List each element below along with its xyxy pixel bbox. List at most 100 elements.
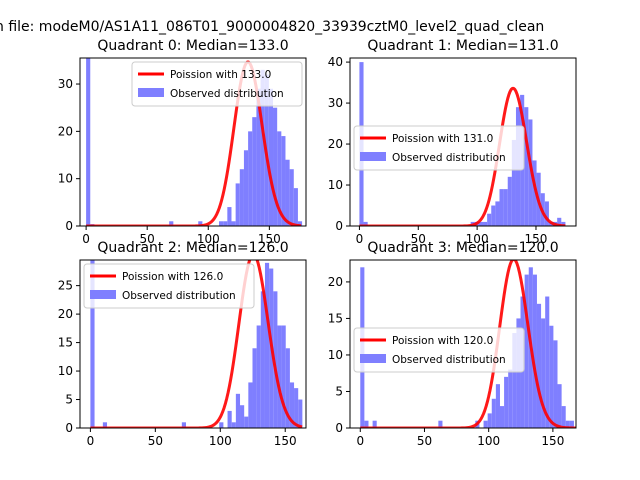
x-tick-label: 50 bbox=[411, 232, 426, 246]
histogram-bar bbox=[289, 382, 295, 428]
histogram-bar bbox=[235, 183, 240, 226]
histogram-bar bbox=[277, 325, 282, 428]
histogram-bar bbox=[219, 422, 224, 428]
histogram-bar bbox=[102, 422, 108, 428]
histogram-bar bbox=[285, 348, 290, 428]
subplot-title: Quadrant 2: Median=126.0 bbox=[97, 240, 288, 256]
subplot-quadrant-0: 0 50 100 150 0 10 20 30 Quadrant 0: Median=133.0… bbox=[58, 38, 307, 246]
histogram-bar bbox=[557, 384, 562, 428]
x-tick-label: 100 bbox=[477, 434, 500, 448]
y-tick-label: 15 bbox=[58, 336, 73, 350]
y-tick-label: 0 bbox=[65, 421, 73, 435]
x-tick-label: 0 bbox=[356, 434, 364, 448]
legend-label-poisson: Poission with 126.0 bbox=[122, 271, 223, 283]
legend-box bbox=[131, 61, 303, 107]
histogram-bar bbox=[273, 291, 278, 428]
histogram-bar bbox=[495, 384, 500, 428]
histogram-bar bbox=[499, 189, 504, 226]
axes-frame bbox=[349, 57, 577, 227]
histogram-bar bbox=[256, 88, 261, 226]
x-tick-label: 0 bbox=[87, 434, 95, 448]
histogram-bar bbox=[569, 420, 574, 428]
legend: Poission with 120.0 Observed distribution bbox=[353, 327, 525, 373]
histogram-bar bbox=[297, 221, 303, 226]
histogram-bar bbox=[239, 169, 244, 226]
histogram-bar bbox=[532, 274, 537, 428]
histogram-bar bbox=[243, 150, 249, 226]
y-tick-label: 20 bbox=[58, 124, 73, 138]
subplot-quadrant-1: 0 50 100 150 0 10 20 30 40 Quadrant 1: Median=131… bbox=[328, 38, 577, 246]
histogram-bar bbox=[273, 107, 278, 226]
y-tick-label: 25 bbox=[58, 279, 73, 293]
histogram-bar bbox=[231, 422, 236, 428]
histogram-bar bbox=[260, 291, 265, 428]
histogram-bar bbox=[244, 416, 249, 428]
x-tick-label: 50 bbox=[140, 232, 155, 246]
histogram-bar bbox=[260, 69, 265, 226]
histogram-bar bbox=[281, 325, 286, 428]
histogram-bar bbox=[516, 318, 521, 428]
axes-frame bbox=[79, 259, 307, 429]
histogram-bar bbox=[90, 260, 95, 428]
legend-swatch-observed bbox=[360, 354, 386, 363]
histogram-bar bbox=[268, 88, 274, 226]
histogram-bar bbox=[536, 303, 542, 428]
histogram-bar bbox=[561, 221, 566, 226]
y-tick-label: 10 bbox=[328, 178, 343, 192]
histogram-bar bbox=[483, 420, 488, 428]
histogram-bar bbox=[264, 262, 270, 428]
y-tick-label: 15 bbox=[328, 311, 343, 325]
x-tick-label: 100 bbox=[197, 232, 220, 246]
legend-box bbox=[353, 327, 525, 373]
histogram-bar bbox=[181, 422, 186, 428]
histogram-bar bbox=[252, 117, 257, 226]
y-tick-label: 30 bbox=[328, 96, 343, 110]
x-tick-label: 150 bbox=[274, 434, 297, 448]
subplot-quadrant-3: 0 50 100 150 0 5 10 15 20 Quadrant 3: Median=120.… bbox=[328, 240, 577, 448]
x-tick-label: 100 bbox=[466, 232, 489, 246]
histogram-bar bbox=[532, 160, 537, 226]
y-tick-label: 10 bbox=[328, 348, 343, 362]
histogram-bar bbox=[438, 420, 443, 428]
histogram-bar bbox=[248, 131, 253, 226]
y-tick-label: 20 bbox=[328, 137, 343, 151]
histogram-bar bbox=[524, 107, 529, 226]
histogram-bar bbox=[298, 399, 303, 428]
histogram-bar bbox=[503, 189, 508, 226]
histogram-bar bbox=[364, 420, 369, 428]
histogram-bar bbox=[544, 201, 549, 226]
histogram-bar bbox=[285, 159, 290, 226]
histogram-bar bbox=[553, 340, 558, 428]
histogram-bar bbox=[557, 217, 562, 226]
histogram-bar bbox=[277, 131, 282, 226]
legend-box bbox=[353, 125, 525, 171]
legend-label-observed: Observed distribution bbox=[392, 152, 506, 164]
axes-frame bbox=[349, 259, 577, 429]
y-tick-label: 10 bbox=[58, 172, 73, 186]
x-tick-label: 150 bbox=[541, 434, 564, 448]
histogram-bar bbox=[248, 382, 253, 428]
x-tick-label: 150 bbox=[258, 232, 281, 246]
legend-box bbox=[83, 263, 255, 309]
x-tick-label: 100 bbox=[209, 434, 232, 448]
legend-label-observed: Observed distribution bbox=[392, 354, 506, 366]
legend-swatch-observed bbox=[90, 290, 116, 299]
histogram-bar bbox=[524, 274, 529, 428]
y-tick-label: 10 bbox=[58, 364, 73, 378]
histogram-bar bbox=[235, 393, 241, 428]
y-tick-label: 5 bbox=[335, 384, 343, 398]
histogram-bar bbox=[508, 369, 513, 428]
figure-suptitle: n file: modeM0/AS1A11_086T01_9000004820_… bbox=[0, 19, 544, 35]
histogram-bar bbox=[487, 213, 492, 226]
histogram-bar bbox=[491, 205, 496, 226]
axes-frame bbox=[79, 57, 307, 227]
histogram-bar bbox=[507, 176, 512, 226]
histogram-bar bbox=[512, 333, 517, 428]
histogram-bar bbox=[528, 119, 533, 226]
histogram-bar bbox=[231, 221, 236, 226]
histogram-bar bbox=[289, 169, 294, 226]
histogram-bar bbox=[372, 420, 377, 428]
histogram-bar bbox=[219, 221, 224, 226]
x-tick-label: 50 bbox=[148, 434, 163, 448]
